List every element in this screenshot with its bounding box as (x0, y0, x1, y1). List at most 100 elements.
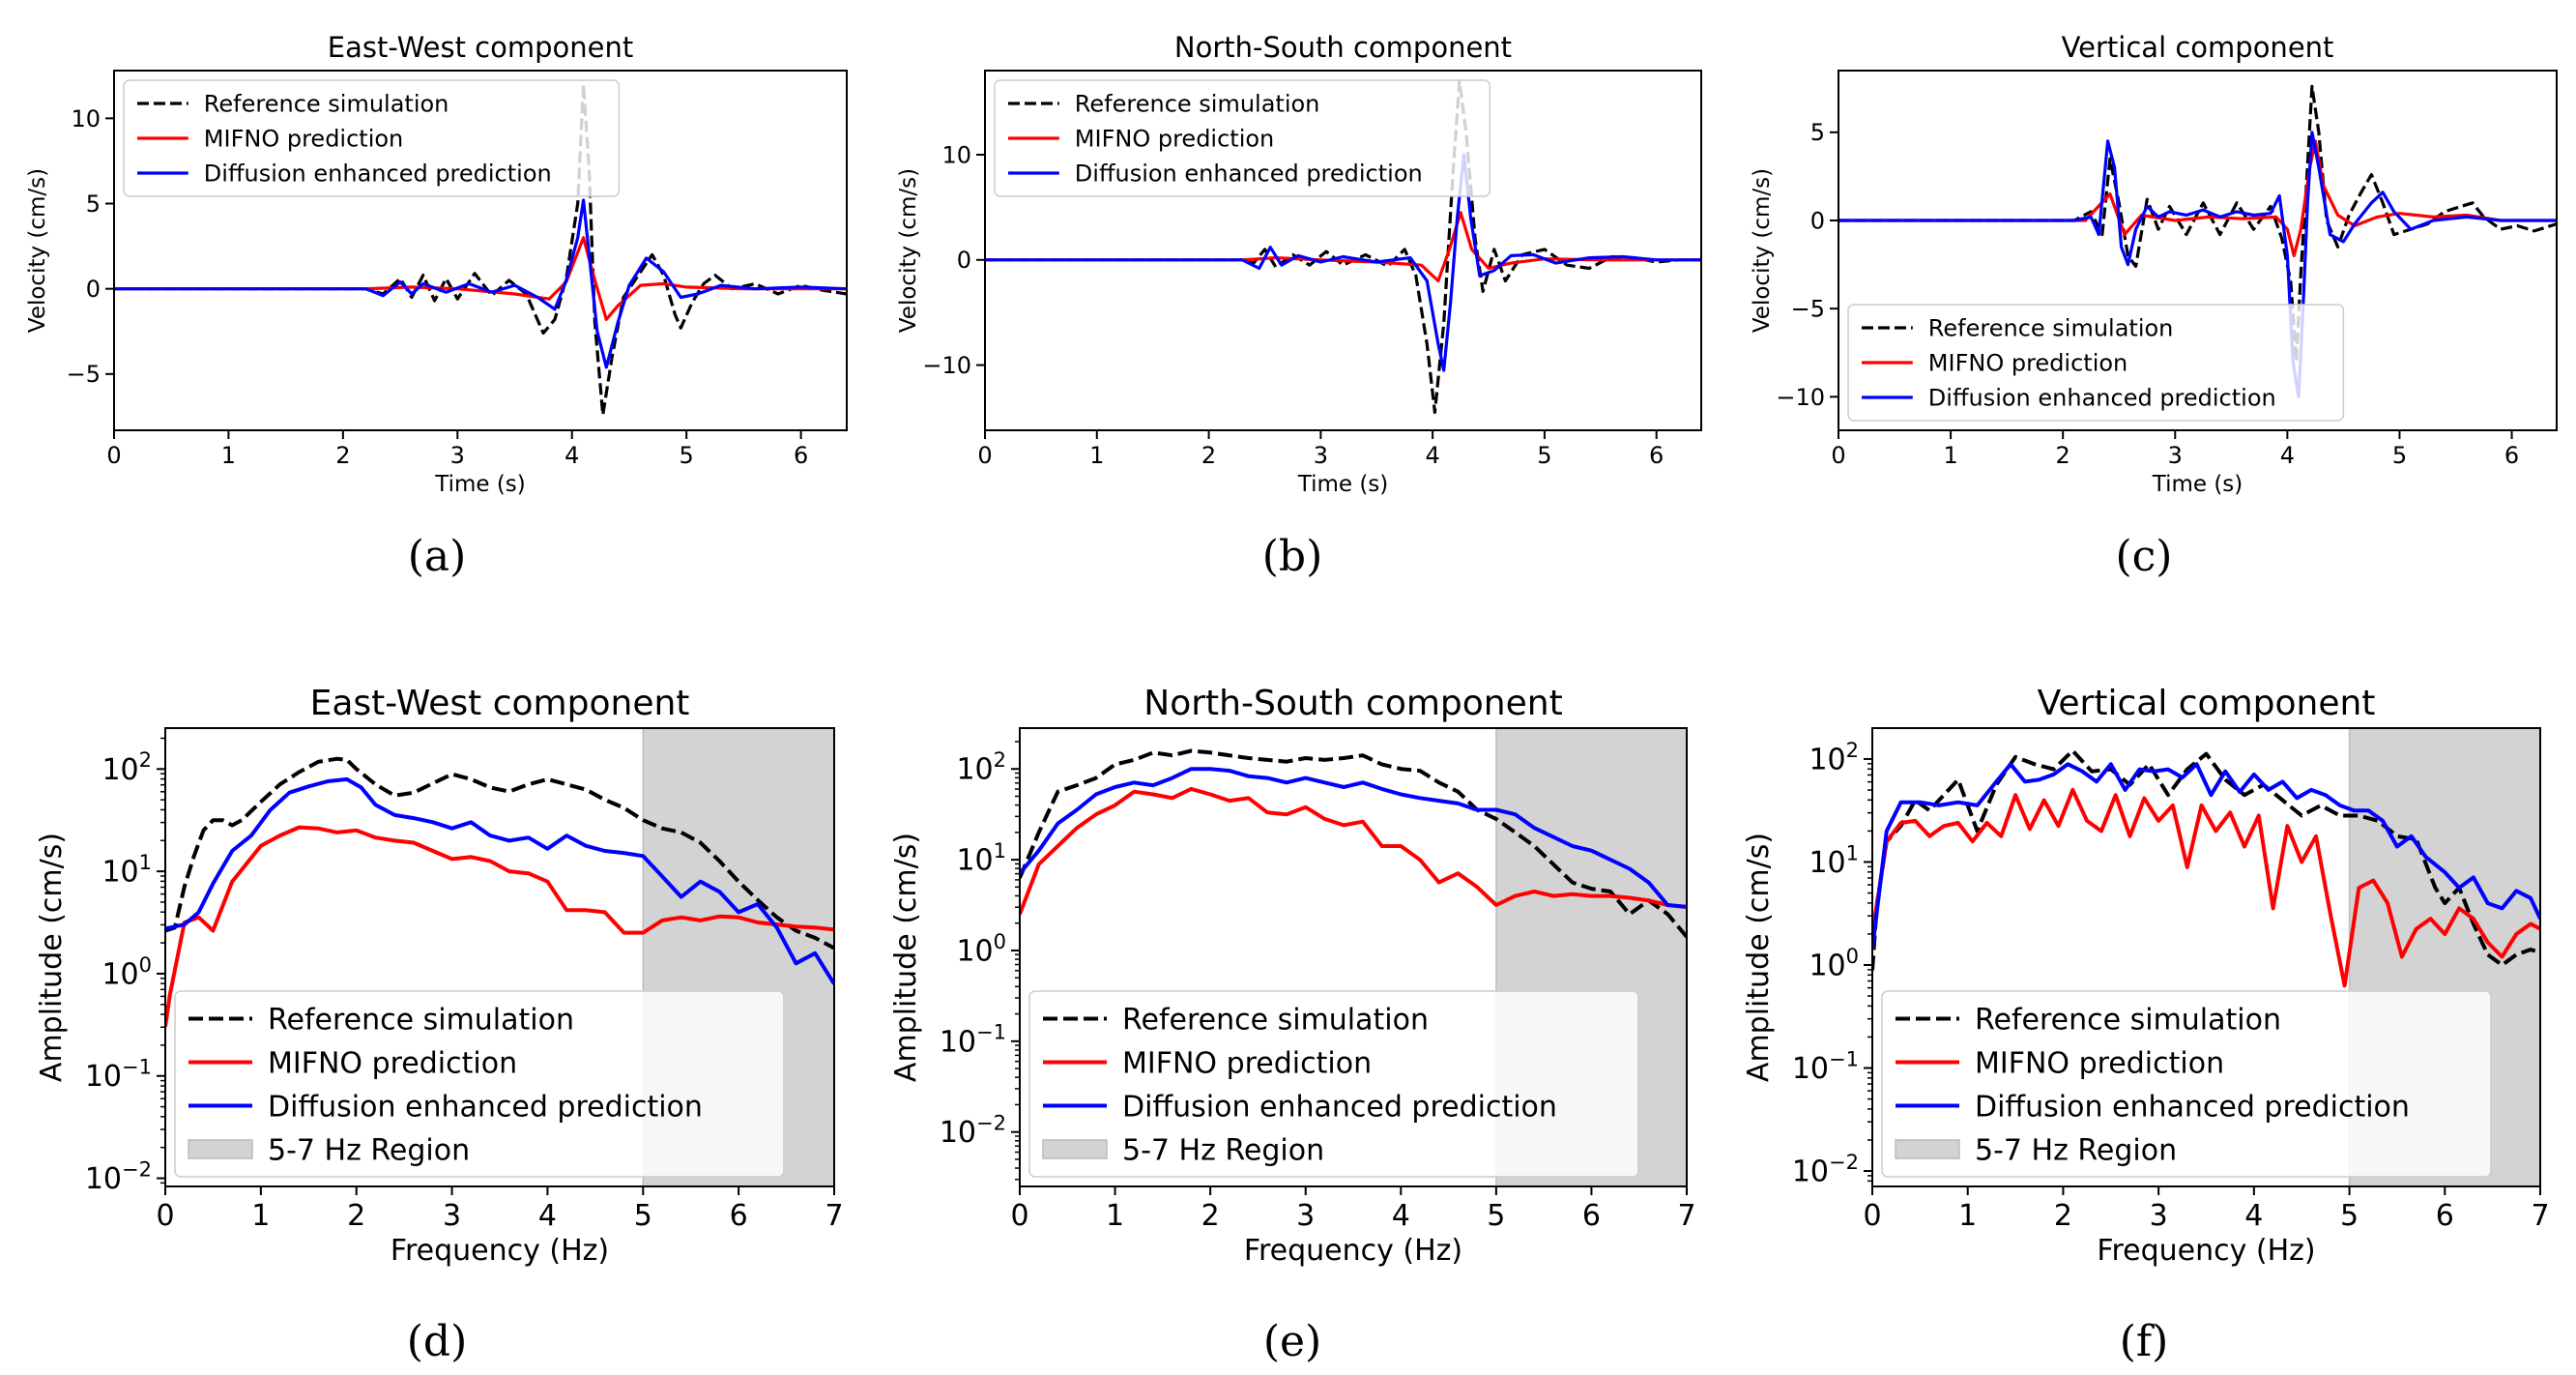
x-tick-label: 4 (1425, 442, 1439, 469)
series-line-2 (985, 153, 1701, 372)
legend-label: Reference simulation (1975, 1003, 2281, 1037)
x-tick-label: 4 (564, 442, 579, 469)
y-tick-label: 10−1 (85, 1056, 152, 1095)
x-tick-label: 6 (794, 442, 808, 469)
x-tick-label: 6 (2504, 442, 2519, 469)
x-tick-label: 6 (1582, 1199, 1601, 1233)
x-tick-label: 0 (106, 442, 121, 469)
y-axis-label: Velocity (cm/s) (896, 168, 921, 333)
x-tick-label: 2 (2054, 1199, 2072, 1233)
chart-panel-c: 0 1 2 3 4 5 6 −10 −5 0 5 Vertical component Time (s)… (1750, 31, 2558, 581)
x-tick-label: 1 (1089, 442, 1104, 469)
x-tick-label: 4 (538, 1199, 557, 1233)
x-tick-label: 5 (680, 442, 694, 469)
x-tick-label: 2 (2056, 442, 2070, 469)
y-tick-label: −5 (1791, 296, 1825, 323)
y-tick-label: 10 (941, 141, 971, 168)
x-tick-label: 6 (2436, 1199, 2454, 1233)
legend-label: Reference simulation (1928, 315, 2174, 342)
legend-label: Diffusion enhanced prediction (1975, 1090, 2410, 1124)
plot-frame (984, 70, 1702, 431)
plot-frame (113, 70, 848, 431)
y-tick-label: 10−1 (940, 1021, 1006, 1060)
series-line-1 (1020, 786, 1687, 916)
legend-label: Reference simulation (1122, 1003, 1429, 1037)
legend-label: Reference simulation (204, 91, 449, 118)
legend-swatch-region (1042, 1139, 1108, 1159)
x-tick-label: 7 (1677, 1199, 1695, 1233)
chart-title: North-South component (1174, 31, 1512, 64)
panel-caption: (b) (1262, 532, 1323, 581)
x-axis-label: Time (s) (2152, 472, 2243, 497)
x-axis-label: Frequency (Hz) (1244, 1234, 1462, 1268)
x-tick-label: 4 (2280, 442, 2295, 469)
x-tick-label: 6 (730, 1199, 748, 1233)
legend: Reference simulation MIFNO prediction Diff… (123, 79, 621, 197)
y-tick-label: 10−2 (85, 1157, 152, 1196)
panel-caption: (d) (407, 1317, 468, 1366)
legend: Reference simulation MIFNO prediction Diff… (1847, 304, 2345, 422)
x-tick-label: 4 (1392, 1199, 1410, 1233)
x-tick-label: 3 (450, 442, 465, 469)
y-tick-label: −10 (922, 352, 971, 379)
legend-label: MIFNO prediction (1122, 1046, 1372, 1080)
chart-title: East-West component (328, 31, 633, 64)
legend-swatch-region (188, 1139, 253, 1159)
y-tick-label: 0 (1810, 207, 1825, 234)
x-tick-label: 1 (1106, 1199, 1124, 1233)
legend-label: Diffusion enhanced prediction (1928, 385, 2276, 412)
legend-label: 5-7 Hz Region (1122, 1133, 1324, 1167)
legend-box (994, 79, 1491, 197)
x-tick-label: 3 (443, 1199, 461, 1233)
y-tick-label: 100 (101, 953, 152, 992)
x-tick-label: 6 (1649, 442, 1664, 469)
y-tick-label: 100 (1809, 945, 1859, 983)
plot-frame (164, 727, 835, 1187)
plot-frame (1871, 727, 2541, 1187)
x-tick-label: 5 (2340, 1199, 2359, 1233)
legend-label: Diffusion enhanced prediction (1075, 161, 1423, 188)
series-line-1 (1872, 787, 2540, 988)
y-tick-label: 10−2 (940, 1112, 1006, 1151)
chart-panel-b: 0 1 2 3 4 5 6 −10 0 10 North-South component Time (… (896, 31, 1702, 581)
x-tick-label: 0 (156, 1199, 174, 1233)
y-tick-label: 102 (1809, 739, 1859, 777)
legend-label: MIFNO prediction (1928, 350, 2127, 377)
x-axis-label: Frequency (Hz) (391, 1234, 609, 1268)
x-tick-label: 3 (1296, 1199, 1315, 1233)
panel-caption: (e) (1263, 1317, 1321, 1366)
legend-label: 5-7 Hz Region (268, 1133, 470, 1167)
x-tick-label: 0 (1010, 1199, 1028, 1233)
y-axis-label: Velocity (cm/s) (25, 168, 50, 333)
y-tick-label: 102 (101, 748, 152, 787)
y-tick-label: 101 (956, 839, 1006, 878)
x-axis-label: Time (s) (434, 472, 526, 497)
x-tick-label: 1 (1958, 1199, 1977, 1233)
chart-title: Vertical component (2038, 684, 2376, 723)
chart-panel-d: 0 1 2 3 4 5 6 7 10−2 10−1 100 101 102 East-West compo… (35, 684, 844, 1366)
series-line-1 (1838, 139, 2557, 258)
chart-panel-a: 0 1 2 3 4 5 6 −5 0 5 10 East-West component Time (s)… (25, 31, 848, 581)
y-tick-label: 100 (956, 930, 1006, 969)
plot-frame (1019, 727, 1688, 1187)
legend: Reference simulation MIFNO prediction Diff… (174, 990, 785, 1178)
x-tick-label: 0 (1863, 1199, 1881, 1233)
series-line-0 (165, 756, 834, 951)
y-axis-label: Amplitude (cm/s) (35, 833, 69, 1082)
x-tick-label: 0 (1831, 442, 1845, 469)
legend-box (1847, 304, 2345, 422)
y-axis-label: Amplitude (cm/s) (889, 833, 923, 1082)
legend-box (174, 990, 785, 1178)
y-tick-label: 10 (71, 105, 101, 132)
legend-label: Diffusion enhanced prediction (1122, 1090, 1557, 1124)
y-tick-label: −10 (1776, 384, 1825, 411)
series-line-1 (165, 825, 834, 1028)
series-line-2 (1872, 762, 2540, 951)
series-line-0 (1020, 748, 1687, 939)
chart-title: East-West component (310, 684, 690, 723)
y-axis-label: Velocity (cm/s) (1750, 168, 1775, 333)
chart-panel-f: 0 1 2 3 4 5 6 7 10−2 10−1 100 101 102 Vertical compon… (1742, 684, 2550, 1366)
y-tick-label: 10−1 (1792, 1047, 1859, 1086)
series-line-0 (1872, 748, 2540, 971)
